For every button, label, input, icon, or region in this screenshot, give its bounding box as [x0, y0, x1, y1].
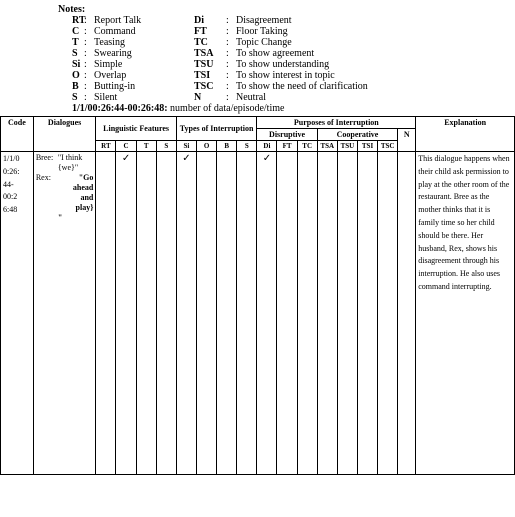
col-rt: RT — [96, 141, 116, 152]
col-si: Si — [176, 141, 196, 152]
notes-block: Notes: RT:Report TalkDi:Disagreement C:C… — [0, 0, 515, 116]
cell-code: 1/1/0 0:26: 44- 00:2 6:48 — [1, 152, 34, 475]
col-b: B — [217, 141, 237, 152]
col-n: N — [398, 129, 416, 152]
cell-tsu — [337, 152, 357, 475]
col-t: T — [136, 141, 156, 152]
col-types: Types of Interruption — [176, 117, 257, 141]
cell-n — [398, 152, 416, 475]
col-c: C — [116, 141, 136, 152]
col-di: Di — [257, 141, 277, 152]
cell-s2 — [237, 152, 257, 475]
col-tsu: TSU — [337, 141, 357, 152]
cell-tsi — [357, 152, 377, 475]
cell-di: ✓ — [257, 152, 277, 475]
cell-explanation: This dialogue happens when their child a… — [416, 152, 515, 475]
col-tsi: TSI — [357, 141, 377, 152]
cell-tsa — [317, 152, 337, 475]
col-cooperative: Cooperative — [317, 129, 398, 141]
cell-rt — [96, 152, 116, 475]
col-code: Code — [1, 117, 34, 152]
note-val: Report Talk — [94, 15, 194, 26]
col-tsc: TSC — [378, 141, 398, 152]
col-tc: TC — [297, 141, 317, 152]
col-tsa: TSA — [317, 141, 337, 152]
cell-s — [156, 152, 176, 475]
notes-grid: RT:Report TalkDi:Disagreement C:CommandF… — [58, 15, 511, 103]
col-o: O — [196, 141, 216, 152]
cell-o — [196, 152, 216, 475]
note-key: RT — [58, 15, 84, 26]
data-table: Code Dialogues Linguistic Features Types… — [0, 116, 515, 475]
note-key: Di — [194, 15, 226, 26]
table-row: 1/1/0 0:26: 44- 00:2 6:48 Bree:"I think … — [1, 152, 515, 475]
cell-ft — [277, 152, 297, 475]
notes-title: Notes: — [58, 4, 511, 15]
col-s2: S — [237, 141, 257, 152]
sequence-line: 1/1/00:26:44-00:26:48: number of data/ep… — [58, 103, 511, 114]
cell-t — [136, 152, 156, 475]
col-s: S — [156, 141, 176, 152]
col-ft: FT — [277, 141, 297, 152]
cell-tc — [297, 152, 317, 475]
cell-b — [217, 152, 237, 475]
col-purposes: Purposes of Interruption — [257, 117, 416, 129]
cell-si: ✓ — [176, 152, 196, 475]
col-ling: Linguistic Features — [96, 117, 177, 141]
col-dialogues: Dialogues — [33, 117, 96, 152]
col-disruptive: Disruptive — [257, 129, 317, 141]
col-explanation: Explanation — [416, 117, 515, 152]
cell-dialogue: Bree:"I think {we}" Rex:"Go ahead and pl… — [33, 152, 96, 475]
cell-tsc — [378, 152, 398, 475]
cell-c: ✓ — [116, 152, 136, 475]
note-val: Disagreement — [236, 15, 511, 26]
